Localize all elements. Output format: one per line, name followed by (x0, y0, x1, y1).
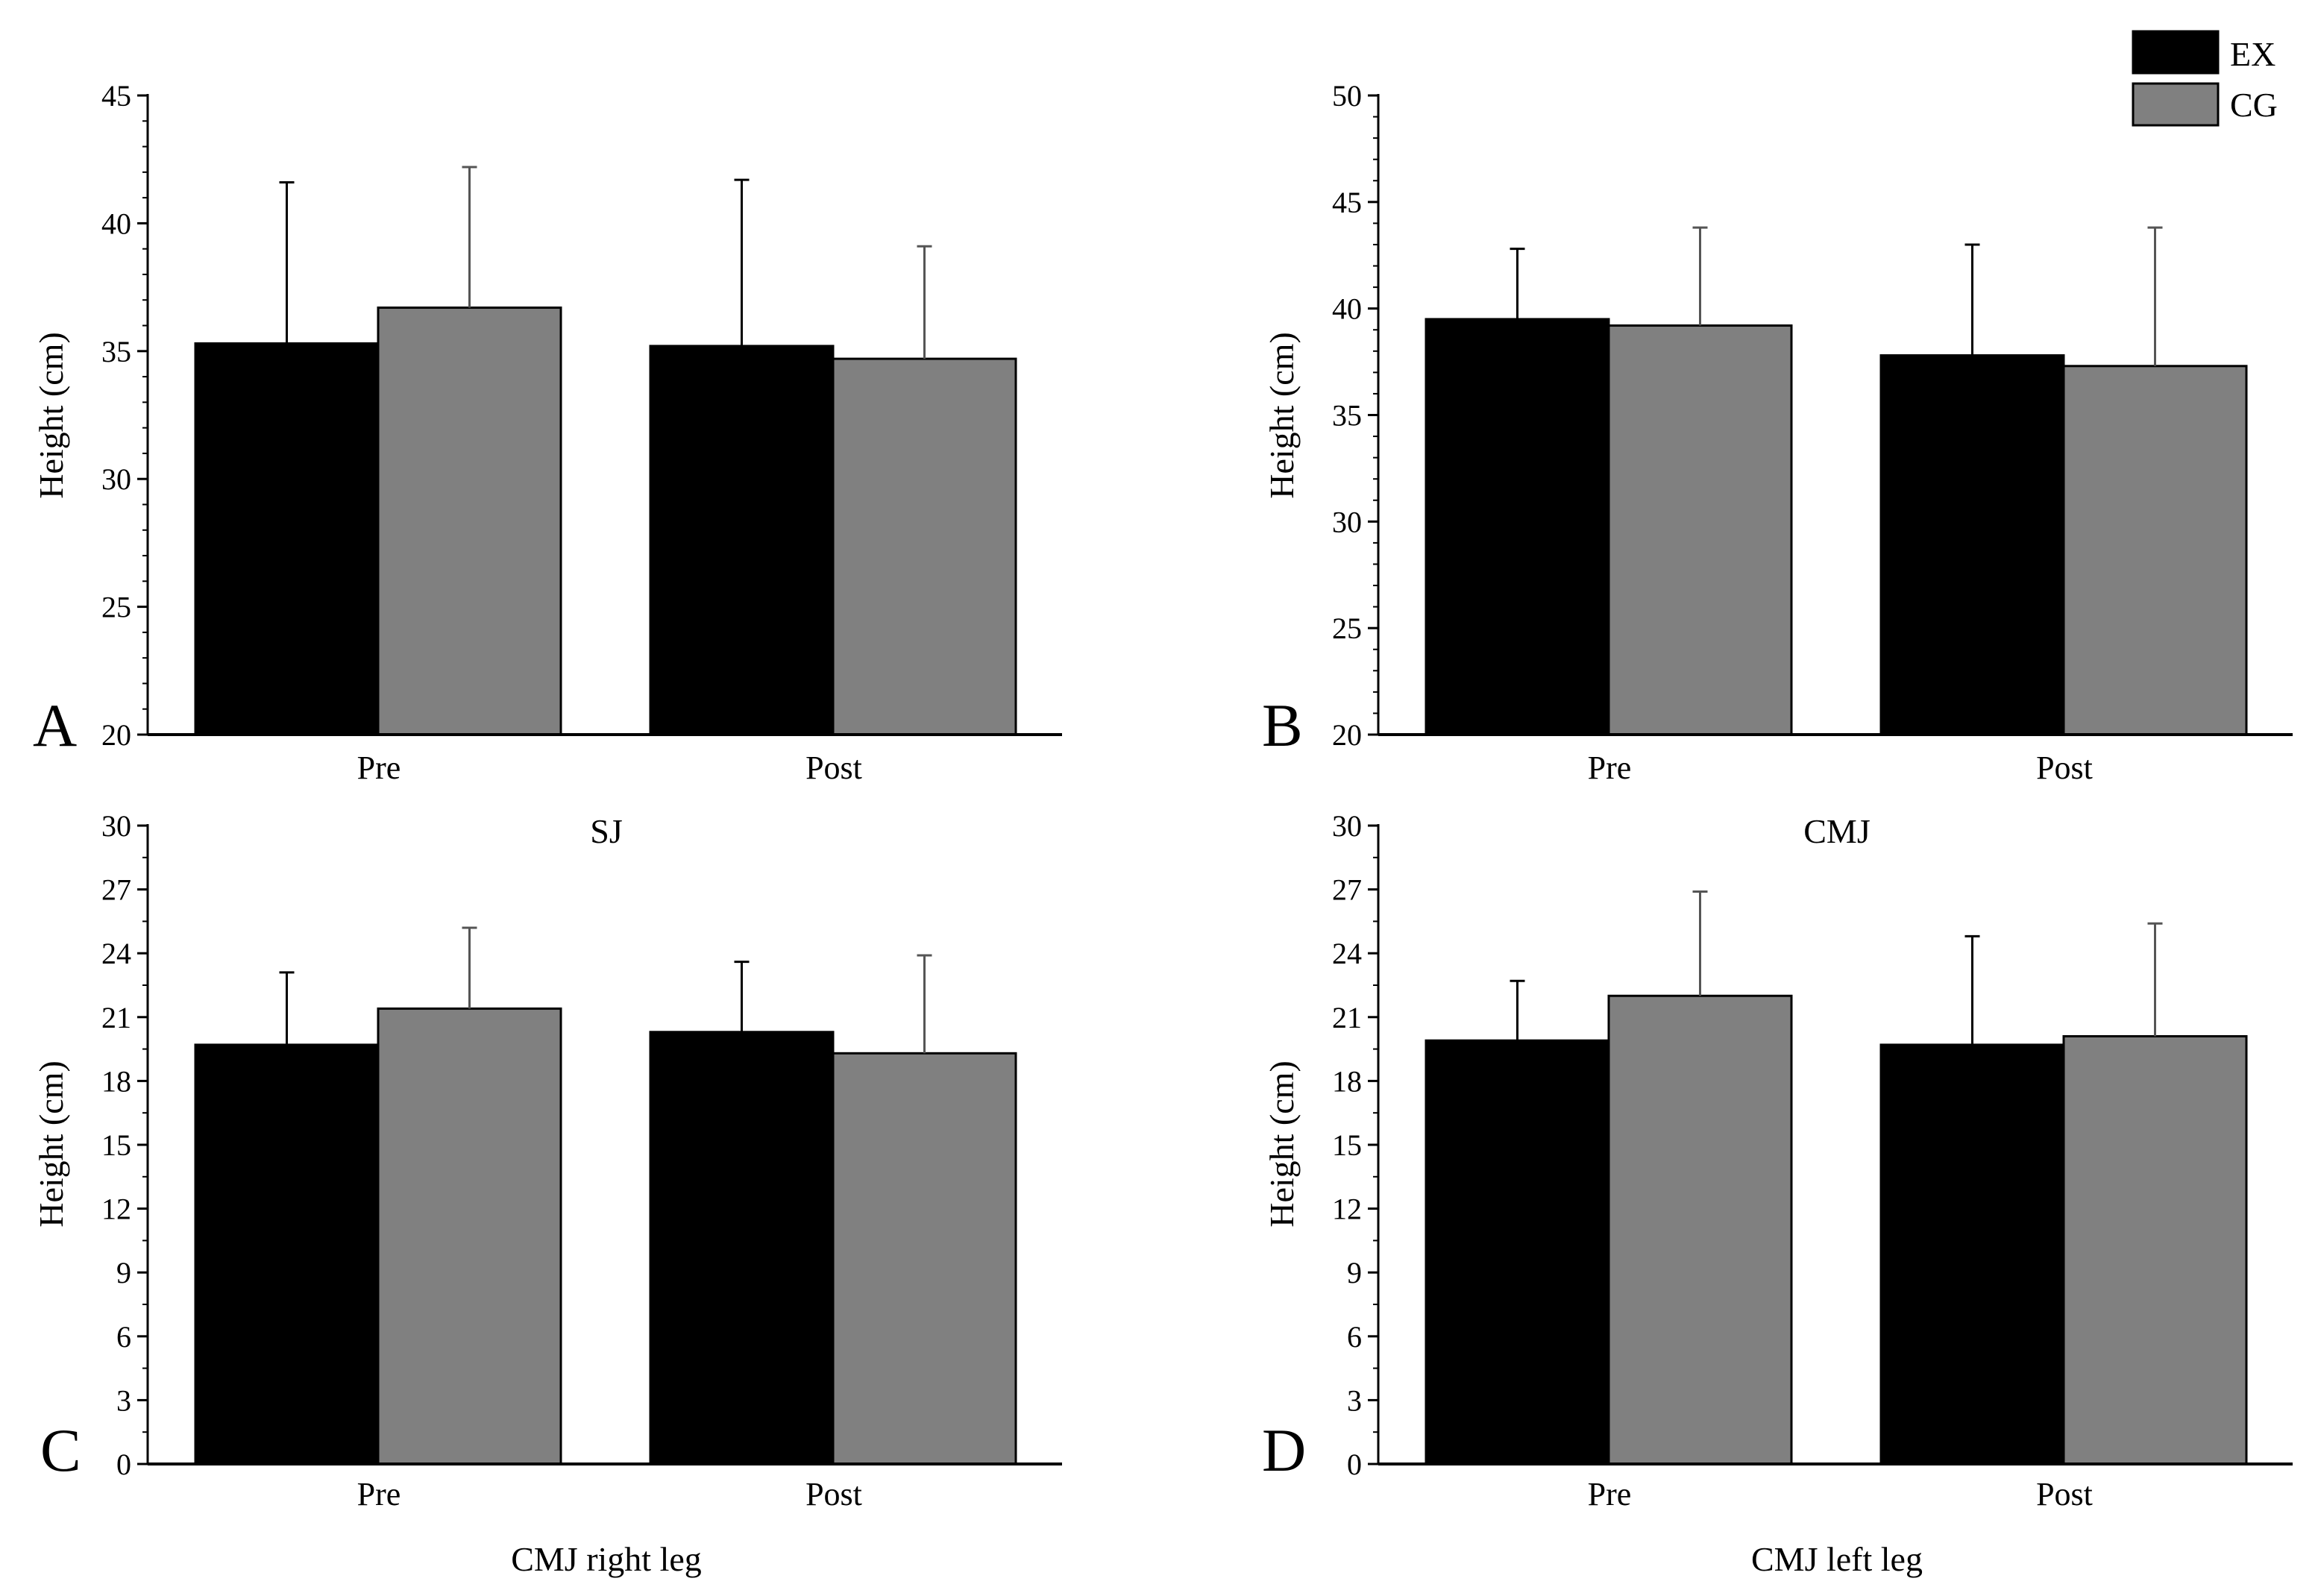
y-tick-label-d-3: 3 (1347, 1383, 1362, 1417)
y-axis-title-a: Height (cm) (32, 332, 70, 499)
y-tick-label-a-40: 40 (101, 207, 131, 240)
y-tick-label-b-50: 50 (1332, 79, 1362, 113)
x-tick-label-c-post: Post (805, 1476, 862, 1512)
bar-d-ex-post (1879, 1043, 2065, 1465)
x-tick-label-c-pre: Pre (357, 1476, 401, 1512)
panel-a: 20 25 30 35 40 45 A Height (cm) Pre Post SJ (32, 79, 1062, 850)
x-tick-label-b-pre: Pre (1588, 750, 1632, 786)
panel-c: 0 3 6 9 12 15 18 21 24 27 30 C Height (cm) Pre Pos… (32, 809, 1062, 1578)
y-axis-title-c: Height (cm) (32, 1061, 70, 1228)
y-tick-label-d-21: 21 (1332, 1001, 1362, 1034)
caption-b: CMJ (1803, 812, 1870, 850)
panel-letter-c: C (40, 1416, 81, 1484)
y-tick-label-c-0: 0 (116, 1448, 131, 1481)
plot-area-b: 20 25 30 35 40 45 50 (1332, 79, 2293, 752)
y-axis-title-b: Height (cm) (1263, 332, 1301, 499)
panel-letter-b: B (1262, 691, 1303, 759)
y-tick-label-c-27: 27 (101, 873, 131, 907)
y-tick-label-b-45: 45 (1332, 186, 1362, 219)
legend-label-ex: EX (2230, 35, 2275, 73)
bar-b-ex-post (1879, 354, 2065, 736)
y-tick-label-d-15: 15 (1332, 1128, 1362, 1162)
bar-a-cg-post (832, 357, 1017, 736)
plot-area-d: 0 3 6 9 12 15 18 21 24 27 30 (1332, 809, 2293, 1481)
y-tick-label-c-6: 6 (116, 1320, 131, 1354)
panel-b: 20 25 30 35 40 45 50 B Height (cm) Pre Post CM… (1262, 79, 2293, 850)
y-tick-label-c-18: 18 (101, 1064, 131, 1098)
y-tick-label-d-0: 0 (1347, 1448, 1362, 1481)
y-tick-label-b-20: 20 (1332, 718, 1362, 752)
bar-d-ex-pre (1425, 1039, 1610, 1465)
panel-letter-d: D (1262, 1416, 1306, 1484)
legend-swatch-cg (2132, 82, 2220, 127)
x-tick-label-a-pre: Pre (357, 750, 401, 786)
panel-letter-a: A (33, 691, 77, 759)
panel-d: 0 3 6 9 12 15 18 21 24 27 30 D Height (cm) Pre Pos… (1262, 809, 2293, 1578)
y-tick-label-d-6: 6 (1347, 1320, 1362, 1354)
bar-d-cg-post (2062, 1034, 2248, 1465)
y-tick-label-c-21: 21 (101, 1001, 131, 1034)
y-tick-label-d-30: 30 (1332, 809, 1362, 843)
legend-label-cg: CG (2230, 86, 2278, 124)
x-tick-label-d-post: Post (2036, 1476, 2093, 1512)
x-tick-label-d-pre: Pre (1588, 1476, 1632, 1512)
y-tick-label-a-25: 25 (101, 591, 131, 624)
y-tick-label-d-12: 12 (1332, 1193, 1362, 1226)
bar-a-ex-pre (194, 342, 380, 736)
plot-area-c: 0 3 6 9 12 15 18 21 24 27 30 (101, 809, 1062, 1481)
bar-a-ex-post (649, 345, 835, 736)
bar-b-cg-pre (1607, 324, 1793, 736)
y-tick-label-c-3: 3 (116, 1383, 131, 1417)
y-tick-label-a-45: 45 (101, 79, 131, 113)
y-tick-label-d-18: 18 (1332, 1064, 1362, 1098)
y-tick-label-b-40: 40 (1332, 292, 1362, 326)
y-tick-label-a-30: 30 (101, 462, 131, 496)
bar-b-ex-pre (1425, 318, 1610, 736)
bar-c-ex-pre (194, 1043, 380, 1465)
plot-area-a: 20 25 30 35 40 45 (101, 79, 1062, 752)
y-tick-label-d-27: 27 (1332, 873, 1362, 907)
y-tick-label-b-35: 35 (1332, 399, 1362, 433)
bar-c-ex-post (649, 1031, 835, 1465)
x-tick-label-b-post: Post (2036, 750, 2093, 786)
bar-c-cg-pre (377, 1007, 562, 1465)
y-tick-label-d-24: 24 (1332, 937, 1362, 970)
bar-c-cg-post (832, 1052, 1017, 1465)
y-tick-label-b-25: 25 (1332, 612, 1362, 645)
y-tick-label-c-12: 12 (101, 1193, 131, 1226)
bar-b-cg-post (2062, 365, 2248, 736)
y-tick-label-c-15: 15 (101, 1128, 131, 1162)
y-tick-label-d-9: 9 (1347, 1256, 1362, 1289)
y-tick-label-b-30: 30 (1332, 505, 1362, 538)
y-tick-label-c-30: 30 (101, 809, 131, 843)
legend-swatch-ex (2132, 30, 2220, 75)
caption-c: CMJ right leg (511, 1540, 702, 1578)
legend: EX CG (2132, 30, 2278, 127)
caption-d: CMJ left leg (1751, 1540, 1923, 1578)
x-tick-label-a-post: Post (805, 750, 862, 786)
y-tick-label-c-24: 24 (101, 937, 131, 970)
caption-a: SJ (590, 812, 622, 850)
bar-d-cg-pre (1607, 994, 1793, 1465)
bar-a-cg-pre (377, 307, 562, 736)
y-axis-title-d: Height (cm) (1263, 1061, 1301, 1228)
y-tick-label-a-35: 35 (101, 335, 131, 368)
y-tick-label-c-9: 9 (116, 1256, 131, 1289)
y-tick-label-a-20: 20 (101, 718, 131, 752)
